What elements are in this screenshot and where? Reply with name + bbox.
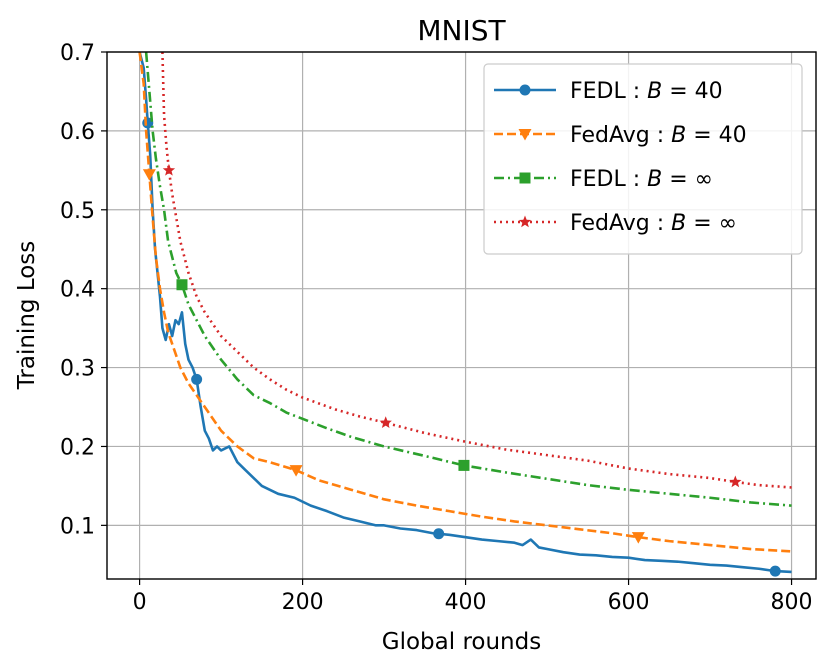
legend-label-2: FEDL : B = ∞ [570, 167, 713, 192]
data-point [289, 465, 303, 477]
legend-label-prefix: FedAvg : [570, 211, 671, 236]
x-tick-label: 800 [771, 590, 813, 615]
y-axis-label: Training Loss [14, 241, 40, 391]
y-tick-label: 0.6 [60, 120, 95, 145]
legend-marker-3 [518, 215, 532, 228]
data-point [458, 459, 470, 471]
x-tick-label: 200 [282, 590, 324, 615]
legend-label-3: FedAvg : B = ∞ [570, 211, 737, 236]
legend-marker-0 [519, 84, 531, 96]
y-tick-label: 0.2 [60, 435, 95, 460]
x-tick-label: 400 [445, 590, 487, 615]
series-1 [138, 52, 792, 553]
chart-title: MNIST [417, 14, 506, 47]
tick-layer: 0 200 400 600 800 0.1 0.2 0.3 0.4 0.5 0.6 0.7 [60, 41, 813, 615]
x-tick-label: 0 [133, 590, 147, 615]
legend-label-prefix: FedAvg : [570, 123, 671, 148]
legend-label-rhs: = ∞ [662, 167, 713, 192]
legend-label-rhs: = 40 [686, 123, 746, 148]
series-layer [138, 52, 792, 577]
series-3 [161, 52, 792, 489]
series-line [144, 52, 792, 507]
series-line [138, 52, 792, 574]
data-point [729, 475, 742, 488]
series-2 [144, 52, 792, 507]
y-tick-label: 0.7 [60, 41, 95, 66]
legend-label-rhs: = ∞ [686, 211, 737, 236]
data-point [142, 169, 156, 181]
data-point [191, 373, 203, 385]
legend-box [483, 63, 803, 255]
data-point [176, 279, 188, 291]
legend-label-var: B [671, 123, 686, 148]
legend-label-rhs: = 40 [662, 79, 722, 104]
legend-marker-2 [519, 172, 531, 184]
data-point [631, 532, 645, 544]
legend-marker-1 [518, 129, 532, 141]
x-tick-label: 600 [608, 590, 650, 615]
legend-label-1: FedAvg : B = 40 [570, 123, 747, 148]
legend-label-var: B [671, 211, 686, 236]
series-line [138, 52, 792, 553]
legend-label-0: FEDL : B = 40 [570, 79, 723, 104]
y-tick-label: 0.1 [60, 514, 95, 539]
data-point [769, 565, 781, 577]
legend-label-prefix: FEDL : [570, 79, 647, 104]
y-tick-label: 0.3 [60, 357, 95, 382]
data-point [162, 163, 176, 176]
legend-label-var: B [647, 79, 662, 104]
y-tick-label: 0.4 [60, 278, 95, 303]
y-tick-label: 0.5 [60, 199, 95, 224]
x-axis-label: Global rounds [382, 629, 541, 655]
legend-label-var: B [647, 167, 662, 192]
plot-frame [106, 51, 817, 580]
data-point [379, 416, 392, 429]
data-point [433, 528, 445, 540]
legend-label-prefix: FEDL : [570, 167, 647, 192]
